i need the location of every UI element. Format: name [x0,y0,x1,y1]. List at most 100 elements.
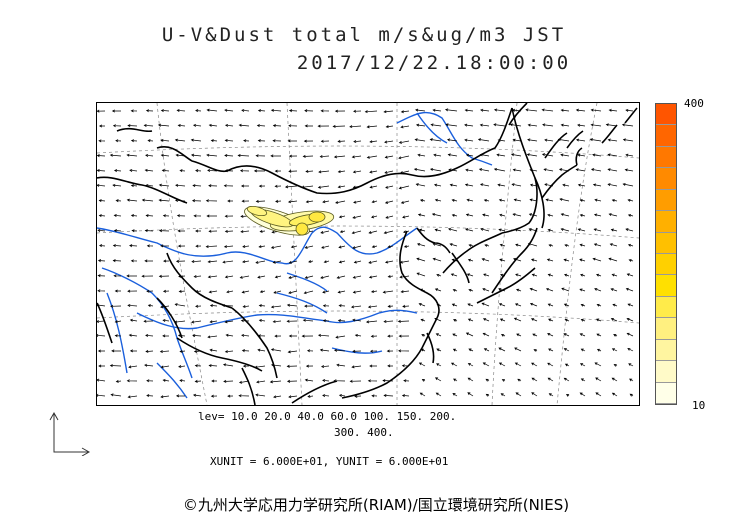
wind-arrow [483,198,490,202]
graticule [97,103,639,405]
wind-arrow [224,138,234,142]
wind-arrow [338,245,346,249]
wind-arrow [577,123,586,127]
wind-arrow [305,364,314,368]
wind-arrow [146,379,154,383]
wind-arrow [223,184,234,188]
wind-arrow [611,348,618,352]
wind-arrow [306,349,314,353]
wind-arrow [431,212,442,217]
wind-arrow [531,392,538,397]
wind-arrow [464,183,474,187]
wind-arrow [499,213,506,217]
wind-arrow [269,380,282,384]
wind-arrow [206,153,218,157]
wind-arrow [436,273,442,277]
wind-arrow [432,108,442,112]
wind-arrow [111,349,122,353]
wind-arrow [224,350,234,354]
wind-arrow [353,109,362,113]
wind-arrow [304,378,314,382]
wind-arrow [580,303,586,307]
wind-arrow [368,260,378,264]
wind-arrow [322,304,330,308]
wind-arrow [370,334,378,338]
wind-arrow [464,108,474,112]
wind-arrow [482,213,490,217]
wind-arrow [498,303,506,307]
wind-arrow [97,378,106,382]
wind-arrow [400,290,410,294]
wind-arrow [129,318,138,322]
wind-arrow [272,124,282,128]
wind-arrow [451,258,458,262]
wind-arrow [98,124,105,128]
wind-arrow [575,168,586,172]
wind-arrow [513,317,522,322]
wind-arrow [580,318,586,322]
wind-arrow [387,334,394,338]
wind-arrow [483,273,490,277]
wind-arrow [352,349,362,353]
wind-arrow [561,287,570,292]
colorbar-segment [656,146,676,169]
wind-arrow [221,304,234,307]
wind-arrow [174,198,186,202]
wind-arrow [255,154,266,158]
wind-arrow [253,169,266,173]
wind-arrow [240,319,250,323]
wind-arrow [239,275,250,279]
wind-arrow [98,244,106,248]
wind-arrow [451,198,458,202]
wind-arrow [238,380,250,384]
wind-arrow [563,303,570,307]
wind-arrow [257,348,266,352]
wind-arrow [558,168,570,172]
wind-arrow [193,349,202,353]
wind-arrow [445,123,458,127]
wind-arrow [256,380,266,384]
wind-arrow [190,138,202,142]
wind-arrow [453,378,458,382]
wind-arrow [593,228,602,232]
wind-arrow [128,333,138,337]
wind-arrow [593,213,602,217]
wind-arrow [513,198,522,202]
wind-arrow [113,274,122,278]
wind-arrow [527,123,538,127]
wind-arrow [590,108,602,112]
wind-arrow [525,108,538,112]
wind-arrow [109,364,122,368]
wind-arrow [565,393,570,397]
wind-arrow [176,108,186,112]
wind-arrow [500,333,506,337]
wind-arrow [607,168,618,172]
wind-arrow [128,365,138,369]
wind-arrow [434,198,442,202]
wind-arrow [383,320,394,324]
wind-arrow [589,138,602,142]
wind-arrow [301,185,314,189]
wind-arrow [126,153,138,157]
wind-arrow [160,395,170,399]
wind-arrow [242,364,250,368]
wind-arrow [465,153,474,157]
wind-arrow [179,379,186,383]
wind-arrow [545,198,554,202]
wind-arrow [452,288,458,292]
wind-arrow [399,260,410,264]
wind-arrow [447,227,458,232]
wind-arrow [225,333,234,337]
wind-arrow [195,109,202,113]
wind-arrow [274,275,282,279]
wind-arrow [514,362,522,367]
wind-arrow [435,392,442,397]
wind-vectors [97,108,634,399]
wind-arrow [429,167,442,172]
wind-arrow [434,317,442,322]
wind-arrow [322,200,330,204]
wind-arrow [371,245,378,249]
wind-arrow [242,245,250,249]
wind-arrow [320,275,330,280]
wind-arrow [353,260,362,264]
